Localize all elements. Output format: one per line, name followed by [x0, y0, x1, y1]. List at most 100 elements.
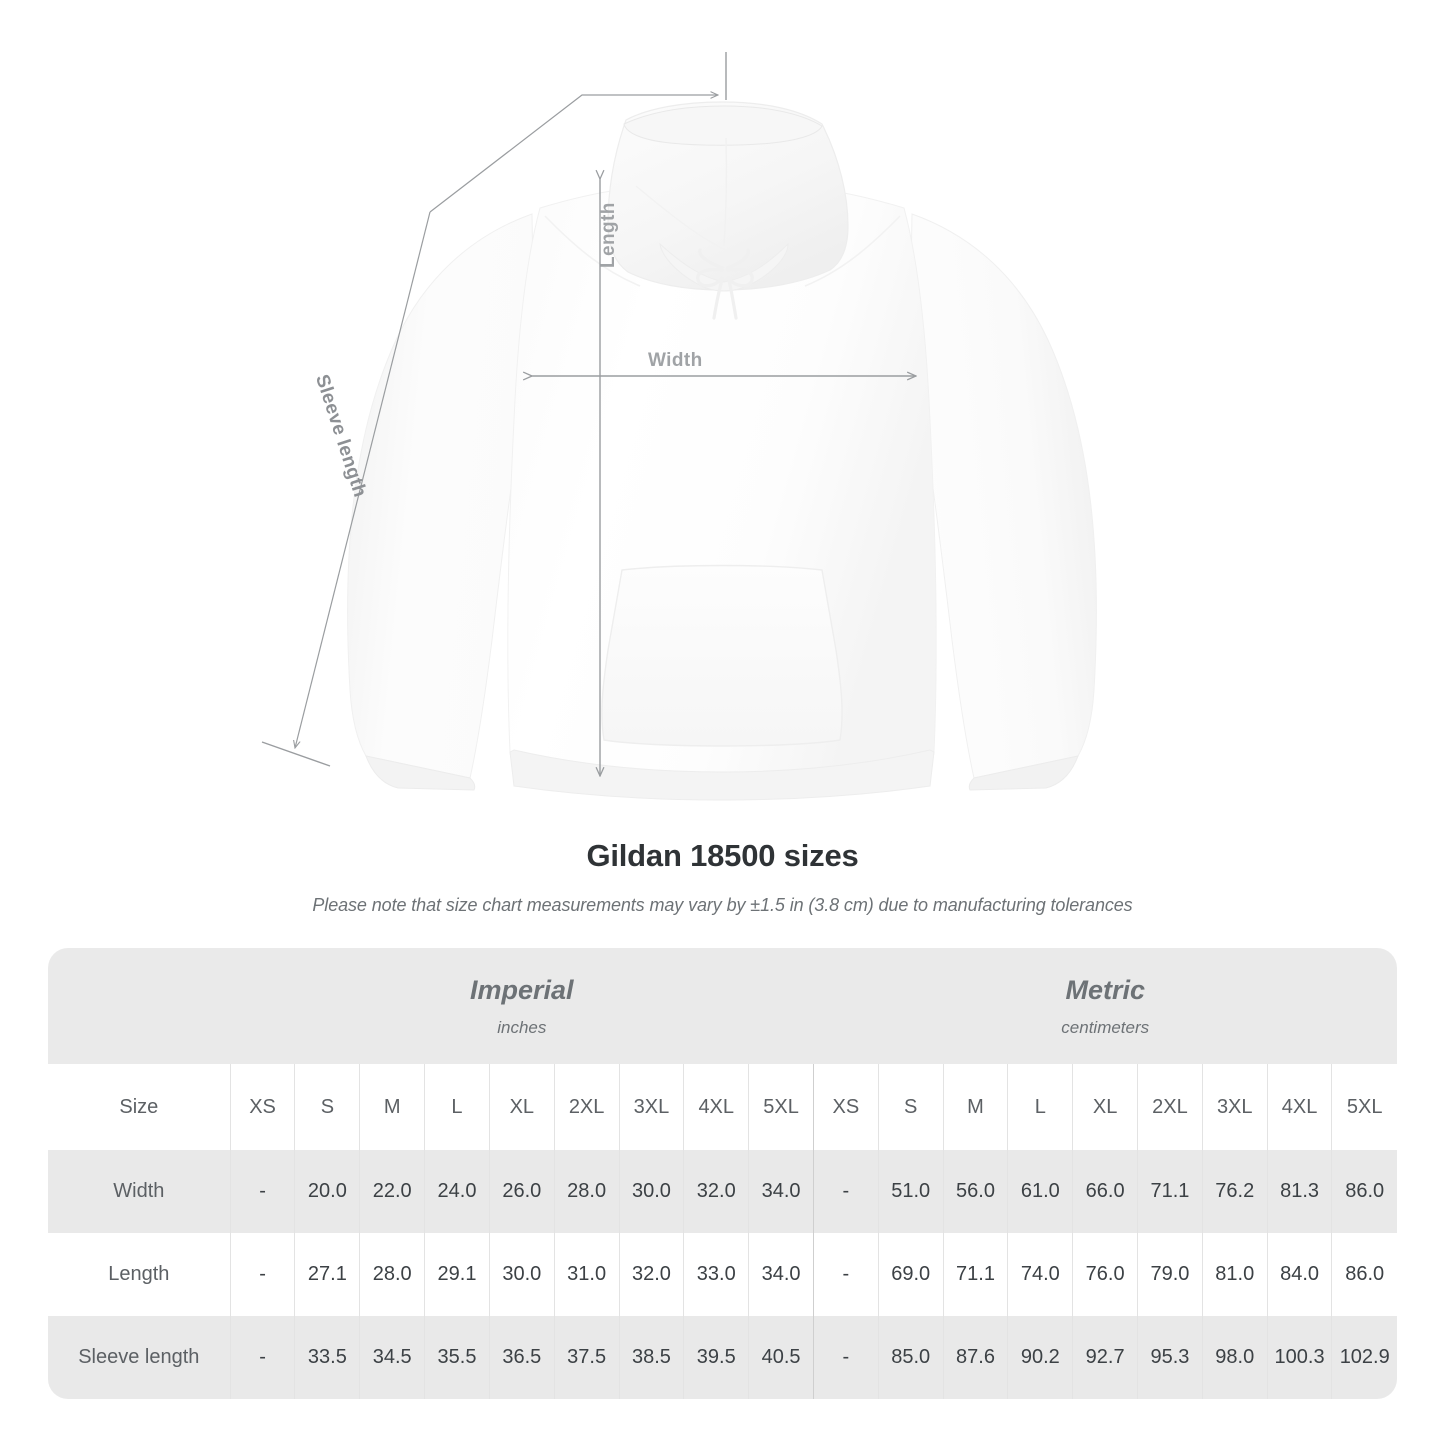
table-row: Width -20.0 22.0 24.0 26.0 28.0 30.0 32.0 34.0-5…: [48, 1150, 1397, 1233]
cell-sleeve-length-metric-xs: -: [812, 1316, 879, 1399]
row-label-sleeve-length: Sleeve length: [48, 1316, 231, 1399]
size-header-metric-s: S: [877, 1064, 944, 1150]
size-header-imperial-xs: XS: [229, 1064, 295, 1150]
cell-length-imperial-4xl: 33.0: [683, 1233, 749, 1316]
right-sleeve: [909, 213, 1097, 779]
cell-length-metric-2xl: 79.0: [1137, 1233, 1203, 1316]
unit-header-metric: Metric centimeters: [813, 948, 1397, 1064]
cell-length-metric-3xl: 81.0: [1201, 1233, 1268, 1316]
banner-spacer: [48, 948, 231, 1064]
unit-detail-label: inches: [497, 1017, 547, 1037]
cell-width-metric-2xl: 71.1: [1137, 1150, 1203, 1233]
unit-banner-row: Imperial inches Metric centimeters: [48, 948, 1397, 1064]
cell-width-imperial-s: 20.0: [294, 1150, 360, 1233]
cell-sleeve-length-imperial-3xl: 38.5: [618, 1316, 684, 1399]
cell-sleeve-length-imperial-4xl: 39.5: [683, 1316, 749, 1399]
tolerance-note: Please note that size chart measurements…: [312, 895, 1133, 915]
left-cuff: [365, 755, 476, 791]
cell-width-metric-m: 56.0: [942, 1150, 1008, 1233]
cell-width-metric-l: 61.0: [1007, 1150, 1073, 1233]
size-header-imperial-4xl: 4XL: [683, 1064, 749, 1150]
drawstring-bow: [696, 248, 754, 320]
cell-width-metric-3xl: 76.2: [1201, 1150, 1268, 1233]
cell-length-metric-5xl: 86.0: [1331, 1233, 1397, 1316]
cell-width-metric-xs: -: [812, 1150, 879, 1233]
cell-length-imperial-m: 28.0: [359, 1233, 425, 1316]
size-header-metric-4xl: 4XL: [1266, 1064, 1332, 1150]
right-shoulder-seam: [804, 215, 901, 287]
cell-sleeve-length-imperial-s: 33.5: [294, 1316, 360, 1399]
cell-width-metric-5xl: 86.0: [1331, 1150, 1397, 1233]
cell-sleeve-length-metric-5xl: 102.9: [1331, 1316, 1397, 1399]
hoodie-illustration: [347, 101, 1097, 801]
hood-center-fold: [723, 137, 728, 247]
cell-sleeve-length-metric-m: 87.6: [942, 1316, 1008, 1399]
cell-length-imperial-xs: -: [229, 1233, 295, 1316]
cell-sleeve-length-metric-4xl: 100.3: [1266, 1316, 1332, 1399]
size-header-imperial-m: M: [359, 1064, 425, 1150]
cell-length-imperial-s: 27.1: [294, 1233, 360, 1316]
length-label: Length: [598, 202, 619, 268]
size-header-imperial-2xl: 2XL: [553, 1064, 620, 1150]
cell-sleeve-length-imperial-l: 35.5: [424, 1316, 490, 1399]
cell-width-imperial-xl: 26.0: [488, 1150, 555, 1233]
left-shoulder-seam: [544, 215, 641, 287]
cell-sleeve-length-metric-3xl: 98.0: [1201, 1316, 1268, 1399]
cell-sleeve-length-imperial-2xl: 37.5: [553, 1316, 620, 1399]
size-header-imperial-xl: XL: [488, 1064, 555, 1150]
size-header-metric-2xl: 2XL: [1137, 1064, 1203, 1150]
cell-width-imperial-2xl: 28.0: [553, 1150, 620, 1233]
page-title: Gildan 18500 sizes: [586, 838, 859, 873]
row-label-width: Width: [48, 1150, 231, 1233]
row-label-length: Length: [48, 1233, 231, 1316]
table-row: Length -27.1 28.0 29.1 30.0 31.0 32.0 33.0 34.0-…: [48, 1233, 1397, 1316]
size-header-metric-5xl: 5XL: [1331, 1064, 1397, 1150]
size-chart-table: Imperial inches Metric centimeters Size XS S M L…: [48, 948, 1397, 1399]
cell-length-metric-m: 71.1: [942, 1233, 1008, 1316]
cell-sleeve-length-imperial-xs: -: [229, 1316, 295, 1399]
cell-length-metric-s: 69.0: [877, 1233, 944, 1316]
cell-length-imperial-2xl: 31.0: [553, 1233, 620, 1316]
size-chart-table-container: Imperial inches Metric centimeters Size XS S M L…: [48, 948, 1397, 1399]
cell-width-metric-4xl: 81.3: [1266, 1150, 1332, 1233]
kangaroo-pocket: [601, 564, 843, 747]
garment-diagram: Length Width Sleeve length: [261, 52, 1097, 801]
size-header-metric-m: M: [942, 1064, 1008, 1150]
width-label: Width: [648, 350, 703, 371]
size-column-header: Size: [48, 1064, 231, 1150]
unit-header-imperial: Imperial inches: [230, 948, 814, 1064]
size-header-imperial-3xl: 3XL: [618, 1064, 684, 1150]
unit-system-label: Metric: [1065, 974, 1145, 1005]
cell-length-metric-l: 74.0: [1007, 1233, 1073, 1316]
size-header-metric-xs: XS: [812, 1064, 879, 1150]
right-cuff: [968, 755, 1079, 791]
heading-block: Gildan 18500 sizes Please note that size…: [0, 838, 1445, 916]
size-header-imperial-s: S: [294, 1064, 360, 1150]
cell-length-imperial-l: 29.1: [424, 1233, 490, 1316]
size-header-metric-3xl: 3XL: [1201, 1064, 1268, 1150]
cell-sleeve-length-metric-s: 85.0: [877, 1316, 944, 1399]
cell-width-imperial-xs: -: [229, 1150, 295, 1233]
cell-sleeve-length-imperial-5xl: 40.5: [748, 1316, 814, 1399]
unit-system-label: Imperial: [470, 974, 574, 1005]
cell-length-imperial-5xl: 34.0: [748, 1233, 814, 1316]
left-sleeve: [347, 213, 535, 779]
cell-length-metric-4xl: 84.0: [1266, 1233, 1332, 1316]
cell-sleeve-length-metric-l: 90.2: [1007, 1316, 1073, 1399]
cell-length-imperial-3xl: 32.0: [618, 1233, 684, 1316]
cell-width-metric-xl: 66.0: [1072, 1150, 1138, 1233]
bottom-hem: [509, 749, 935, 801]
cell-width-imperial-m: 22.0: [359, 1150, 425, 1233]
size-header-imperial-l: L: [424, 1064, 490, 1150]
neck-opening: [659, 242, 789, 292]
cell-width-metric-s: 51.0: [877, 1150, 944, 1233]
cell-width-imperial-5xl: 34.0: [748, 1150, 814, 1233]
cell-length-imperial-xl: 30.0: [488, 1233, 555, 1316]
cell-width-imperial-4xl: 32.0: [683, 1150, 749, 1233]
table-row: Sleeve length -33.5 34.5 35.5 36.5 37.5 38.5 39…: [48, 1316, 1397, 1399]
size-header-metric-l: L: [1007, 1064, 1073, 1150]
cell-length-metric-xl: 76.0: [1072, 1233, 1138, 1316]
size-header-metric-xl: XL: [1072, 1064, 1138, 1150]
unit-detail-label: centimeters: [1061, 1017, 1150, 1037]
cell-sleeve-length-imperial-xl: 36.5: [488, 1316, 555, 1399]
